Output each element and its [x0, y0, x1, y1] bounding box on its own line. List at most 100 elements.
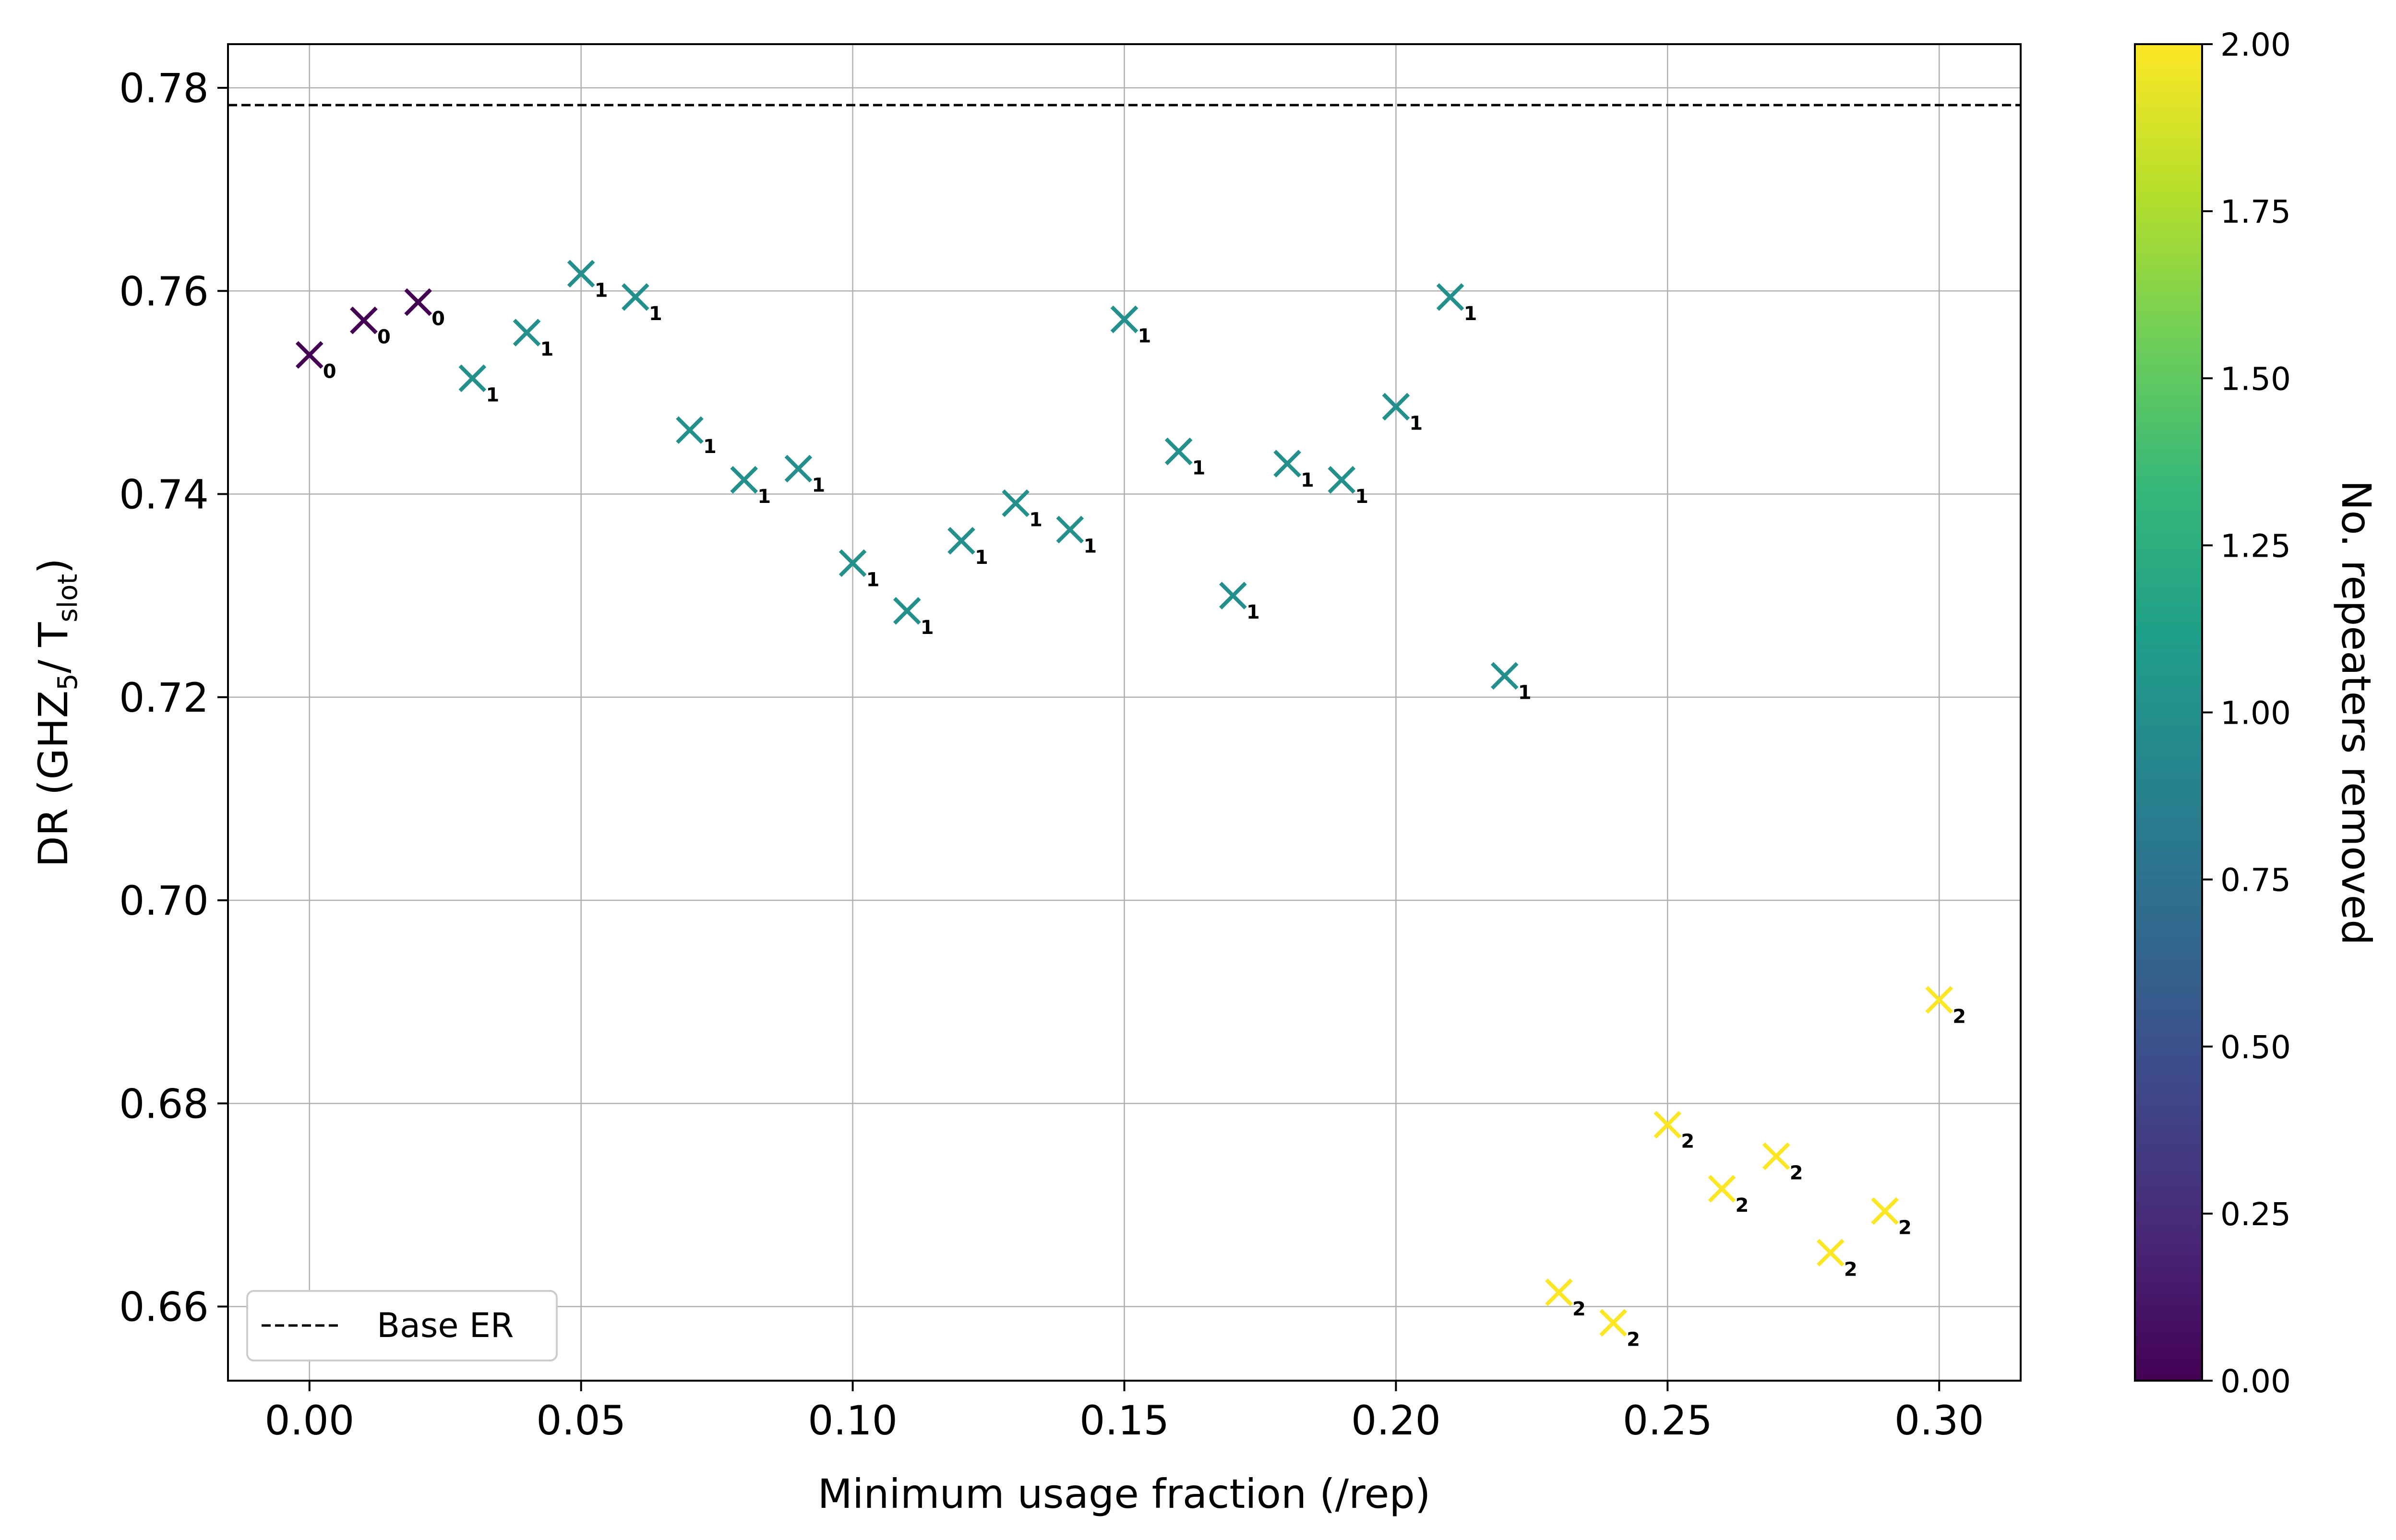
point-label: 1 — [1464, 303, 1477, 325]
x-marker — [1599, 1309, 1627, 1337]
data-point: 1 — [1002, 489, 1042, 531]
x-marker — [1762, 1142, 1790, 1170]
x-marker — [458, 364, 487, 393]
point-label: 1 — [540, 338, 554, 360]
x-marker — [1164, 437, 1193, 466]
x-marker — [1436, 283, 1464, 311]
data-point: 1 — [839, 549, 879, 591]
colorbar-tick-label: 1.25 — [2220, 527, 2291, 564]
point-label: 1 — [1138, 325, 1151, 347]
y-tick-label: 0.72 — [119, 674, 209, 721]
data-point: 2 — [1545, 1278, 1586, 1320]
x-marker — [567, 260, 595, 288]
data-point: 1 — [784, 454, 825, 497]
y-tick-label: 0.78 — [119, 65, 209, 112]
y-axis-label: DR (GHZ5/ Tslot) — [30, 558, 84, 867]
x-marker — [1545, 1278, 1573, 1306]
point-label: 0 — [323, 361, 336, 383]
colorbar-tick-label: 0.25 — [2220, 1196, 2291, 1233]
data-point: 1 — [1382, 393, 1423, 435]
point-label: 2 — [1627, 1328, 1640, 1350]
point-label: 1 — [1301, 469, 1314, 491]
point-label: 1 — [1409, 413, 1423, 435]
x-marker — [1110, 305, 1138, 334]
x-marker — [1871, 1197, 1899, 1225]
x-marker — [1382, 393, 1410, 421]
y-axis-label-mid: / T — [30, 622, 77, 673]
colorbar-gradient — [2134, 43, 2203, 1382]
point-label: 1 — [757, 486, 771, 508]
y-axis-label-sub2: slot — [52, 574, 84, 622]
x-marker — [730, 466, 758, 494]
point-label: 1 — [1192, 457, 1206, 479]
point-label: 1 — [921, 617, 934, 639]
colorbar: 0.00 0.25 0.50 0.75 1.00 1.25 1.50 1.75 2.00 No.… — [2134, 26, 2380, 1400]
x-tick-label: 0.05 — [536, 1397, 626, 1444]
data-point: 1 — [1219, 582, 1260, 623]
data-point: 1 — [513, 319, 554, 360]
x-marker — [676, 416, 704, 444]
data-point: 1 — [676, 416, 717, 458]
x-marker — [1219, 582, 1247, 609]
x-tick-label: 0.15 — [1079, 1397, 1169, 1444]
x-marker — [947, 527, 975, 555]
point-label: 1 — [975, 547, 988, 569]
data-point: 1 — [1436, 283, 1477, 325]
data-point: 2 — [1925, 986, 1966, 1027]
point-label: 2 — [1736, 1194, 1749, 1217]
data-point: 2 — [1817, 1239, 1857, 1280]
data-point: 0 — [295, 341, 336, 383]
x-tick-label: 0.00 — [264, 1397, 354, 1444]
data-point: 2 — [1871, 1197, 1912, 1239]
colorbar-tick-label: 2.00 — [2220, 26, 2291, 63]
x-marker — [839, 549, 867, 577]
y-tick-label: 0.74 — [119, 471, 209, 518]
x-marker — [893, 597, 921, 625]
point-label: 1 — [649, 303, 662, 325]
x-marker — [404, 288, 432, 316]
point-label: 1 — [703, 436, 717, 458]
x-marker — [513, 319, 541, 346]
colorbar-tick-label: 0.00 — [2220, 1363, 2291, 1400]
data-point: 0 — [404, 288, 445, 330]
x-axis-label: Minimum usage fraction (/rep) — [817, 1470, 1430, 1517]
x-marker — [1002, 489, 1030, 517]
data-point: 1 — [1273, 450, 1314, 491]
y-axis-ticks: 0.66 0.68 0.70 0.72 0.74 0.76 0.78 — [119, 65, 228, 1331]
colorbar-ticks: 0.00 0.25 0.50 0.75 1.00 1.25 1.50 1.75 2.00 — [2202, 26, 2291, 1400]
x-marker — [1653, 1110, 1682, 1139]
x-tick-label: 0.25 — [1623, 1397, 1713, 1444]
point-label: 1 — [486, 384, 499, 406]
point-label: 2 — [1790, 1162, 1803, 1184]
y-axis-label-sub1: 5 — [52, 673, 84, 691]
data-point: 1 — [893, 597, 934, 639]
colorbar-tick-label: 0.50 — [2220, 1029, 2291, 1066]
data-point: 0 — [350, 306, 391, 348]
colorbar-label: No. repeaters removed — [2333, 480, 2380, 945]
data-point: 1 — [947, 527, 988, 569]
point-label: 1 — [812, 475, 825, 497]
legend-box — [246, 1290, 558, 1361]
x-marker — [1056, 515, 1084, 544]
data-point: 2 — [1708, 1175, 1749, 1217]
point-label: 2 — [1572, 1298, 1586, 1320]
y-tick-label: 0.68 — [119, 1080, 209, 1127]
x-marker — [1328, 466, 1356, 494]
data-point: 1 — [622, 283, 662, 325]
x-marker — [1925, 986, 1953, 1014]
x-marker — [1490, 662, 1519, 690]
colorbar-tick-label: 1.00 — [2220, 695, 2291, 732]
data-point: 1 — [1490, 662, 1532, 704]
data-point: 1 — [1164, 437, 1206, 479]
x-marker — [1708, 1175, 1736, 1203]
x-marker — [622, 283, 649, 311]
point-label: 2 — [1953, 1005, 1966, 1027]
point-label: 1 — [1518, 681, 1532, 704]
y-tick-label: 0.70 — [119, 877, 209, 924]
x-marker — [1273, 450, 1301, 478]
x-tick-label: 0.10 — [808, 1397, 898, 1444]
y-tick-label: 0.66 — [119, 1284, 209, 1331]
point-label: 1 — [1246, 601, 1260, 623]
colorbar-tick-label: 1.50 — [2220, 360, 2291, 397]
